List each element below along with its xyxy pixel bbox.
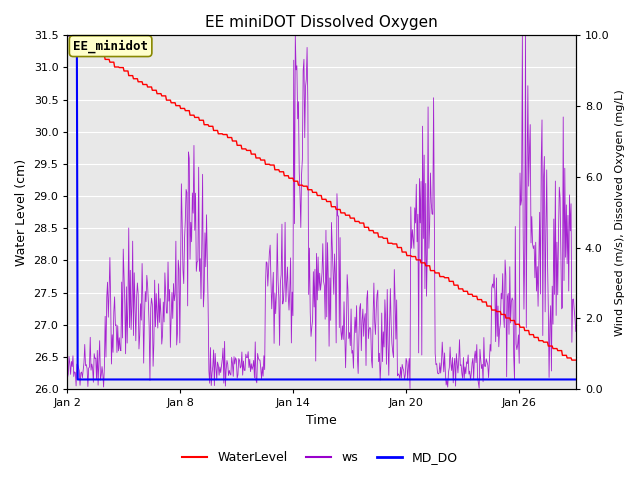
Title: EE miniDOT Dissolved Oxygen: EE miniDOT Dissolved Oxygen [205, 15, 438, 30]
Y-axis label: Wind Speed (m/s), Dissolved Oxygen (mg/L): Wind Speed (m/s), Dissolved Oxygen (mg/L… [615, 89, 625, 336]
X-axis label: Time: Time [307, 414, 337, 427]
Text: EE_minidot: EE_minidot [73, 39, 148, 53]
Y-axis label: Water Level (cm): Water Level (cm) [15, 158, 28, 266]
Legend: WaterLevel, ws, MD_DO: WaterLevel, ws, MD_DO [177, 446, 463, 469]
